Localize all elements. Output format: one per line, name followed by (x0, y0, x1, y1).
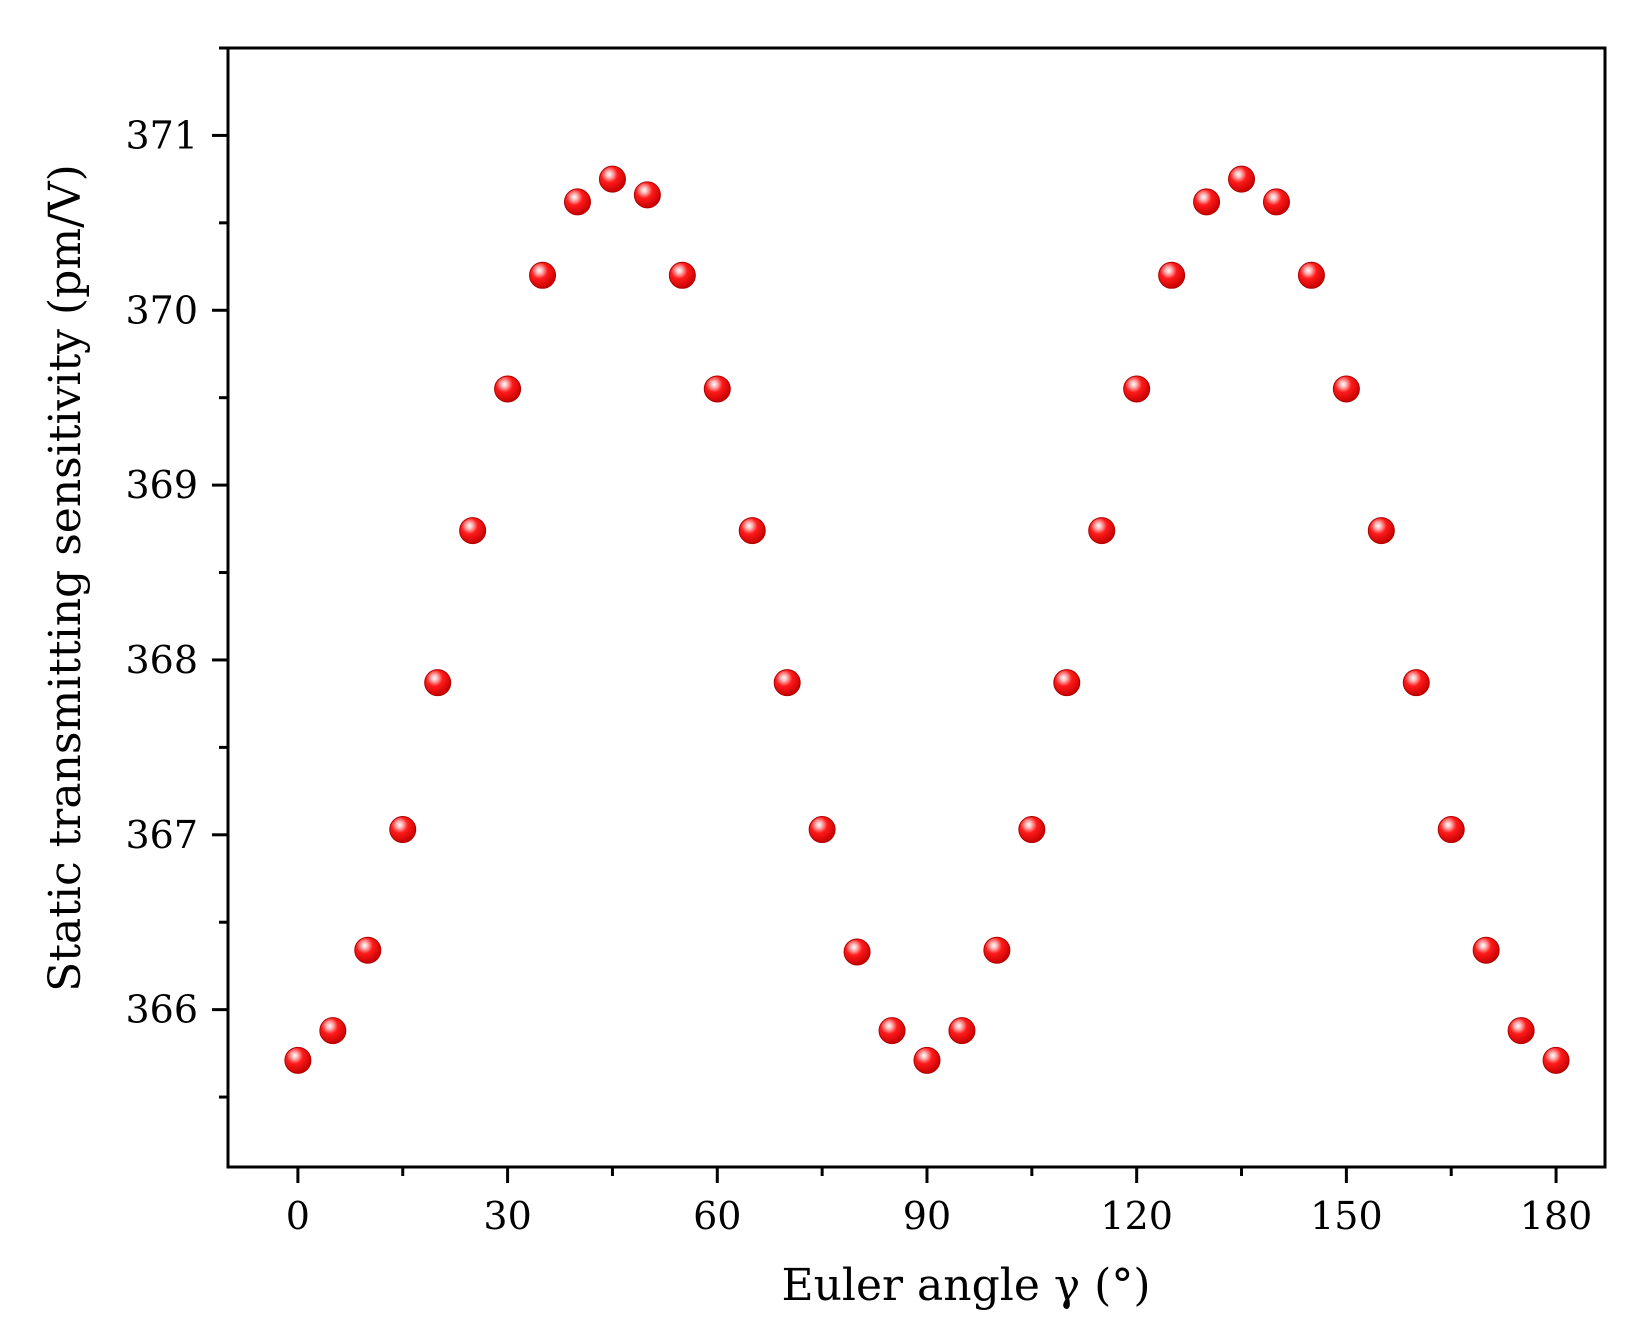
data-point (319, 1017, 347, 1045)
data-point (1507, 1017, 1535, 1045)
y-axis-title: Static transmitting sensitivity (pm/V) (40, 164, 91, 992)
data-point (529, 261, 557, 289)
data-point (1332, 375, 1360, 403)
x-tick-label: 0 (286, 1194, 310, 1238)
data-point (1088, 517, 1116, 545)
data-point (843, 938, 871, 966)
data-point (424, 669, 452, 697)
y-tick-label: 368 (125, 638, 198, 682)
data-point (494, 375, 522, 403)
x-tick-label: 120 (1100, 1194, 1173, 1238)
x-tick-label: 90 (903, 1194, 951, 1238)
x-axis-title: Euler angle γ (°) (781, 1260, 1150, 1311)
data-point (1542, 1046, 1570, 1074)
data-point (354, 936, 382, 964)
y-tick-label: 369 (125, 463, 198, 507)
y-tick-label: 366 (125, 988, 198, 1032)
x-tick-label: 30 (483, 1194, 531, 1238)
axes: 0 30 60 90 120 150 180 366 367 368 369 370 371 (125, 46, 1607, 1238)
data-point (1472, 936, 1500, 964)
y-tick-label: 367 (125, 813, 198, 857)
data-point (1158, 261, 1186, 289)
data-point (1018, 816, 1046, 844)
data-point (1053, 669, 1081, 697)
data-point (1262, 188, 1290, 216)
data-point (808, 816, 836, 844)
data-point (668, 261, 696, 289)
data-point (773, 669, 801, 697)
data-point (983, 936, 1011, 964)
data-point (284, 1046, 312, 1074)
data-point (598, 165, 626, 193)
x-tick-label: 150 (1310, 1194, 1383, 1238)
data-points (284, 165, 1570, 1074)
data-point (738, 517, 766, 545)
data-point (1228, 165, 1256, 193)
data-point (389, 816, 417, 844)
data-point (1402, 669, 1430, 697)
data-point (1193, 188, 1221, 216)
data-point (1297, 261, 1325, 289)
data-point (1367, 517, 1395, 545)
data-point (633, 181, 661, 209)
data-point (563, 188, 591, 216)
x-tick-label: 60 (693, 1194, 741, 1238)
plot-frame (226, 46, 1607, 1169)
y-tick-label: 371 (125, 113, 198, 157)
data-point (1123, 375, 1151, 403)
data-point (948, 1017, 976, 1045)
data-point (878, 1017, 906, 1045)
data-point (703, 375, 731, 403)
x-tick-label: 180 (1520, 1194, 1593, 1238)
data-point (459, 517, 487, 545)
data-point (913, 1046, 941, 1074)
y-tick-label: 370 (125, 288, 198, 332)
data-point (1437, 816, 1465, 844)
